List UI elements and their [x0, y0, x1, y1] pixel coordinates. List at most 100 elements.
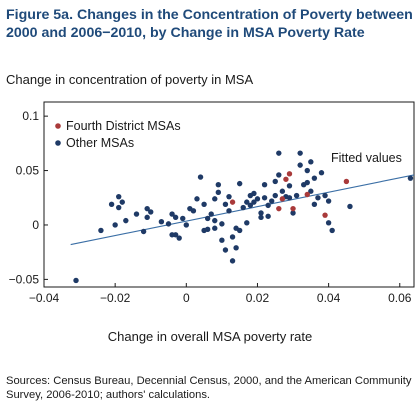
other-msa-point [244, 220, 250, 226]
other-msa-point [140, 228, 147, 235]
other-msa-point [204, 215, 211, 222]
other-msa-point [212, 225, 218, 231]
other-msa-point [219, 221, 225, 227]
other-msa-point [194, 196, 200, 202]
x-tick-label: 0.04 [317, 291, 341, 305]
other-msa-point [407, 175, 414, 181]
other-msa-point [219, 237, 225, 243]
other-msa-point [116, 204, 122, 211]
other-msa-point [236, 227, 243, 234]
other-msa-point [229, 258, 236, 264]
other-msa-point [222, 247, 229, 253]
y-tick-label: 0.1 [22, 109, 39, 123]
other-msa-point [233, 245, 239, 251]
x-tick-label: −0.02 [100, 291, 131, 305]
scatter-chart: −0.04 −0.02 0 0.02 0.04 0.06 −0.05 0 0.05 0.1 Fou… [9, 101, 415, 305]
x-tick-label: 0 [183, 291, 190, 305]
other-msa-point [144, 205, 150, 212]
other-msa-point [148, 209, 154, 215]
other-msa-point [286, 195, 293, 201]
fourth-district-point [343, 178, 350, 185]
x-axis-label: Change in overall MSA poverty rate [107, 329, 313, 344]
other-msa-point [158, 219, 165, 225]
other-msa-point [251, 199, 257, 205]
legend: Fourth District MSAs Other MSAs [55, 119, 181, 150]
other-msa-point [226, 193, 232, 200]
other-msa-point [279, 188, 286, 194]
other-msa-point [208, 211, 214, 217]
fourth-district-point [283, 176, 289, 182]
other-msa-point [133, 211, 140, 217]
other-msa-point [325, 198, 332, 204]
other-msa-point [251, 190, 257, 197]
other-msa-point [222, 201, 229, 207]
other-msa-point [112, 222, 118, 228]
x-tick-label: 0.06 [388, 291, 412, 305]
other-msa-point [180, 215, 186, 222]
other-msa-point [244, 199, 250, 205]
other-msa-point [258, 214, 264, 221]
fitted-values-label: Fitted values [331, 151, 402, 165]
other-msa-point [226, 208, 232, 214]
other-msa-point [261, 182, 268, 188]
other-msa-point [297, 150, 303, 156]
other-msa-point [272, 178, 278, 185]
fourth-district-point [290, 205, 296, 212]
other-msa-point [304, 179, 310, 186]
other-msa-point [318, 170, 325, 176]
other-msa-point [123, 217, 129, 224]
other-msa-point [204, 226, 211, 233]
other-msa-point [165, 221, 172, 227]
other-msa-point [265, 202, 271, 209]
y-tick-label: −0.05 [9, 272, 40, 286]
other-msa-point [183, 222, 190, 228]
other-msa-point [190, 208, 197, 214]
other-msa-point [308, 188, 314, 194]
other-msa-point [172, 214, 179, 221]
other-msa-point [308, 159, 314, 165]
x-tick-label: 0.02 [246, 291, 270, 305]
legend-label-fourth-district: Fourth District MSAs [66, 119, 181, 133]
fourth-district-point [276, 205, 282, 212]
other-msa-point [311, 201, 318, 207]
other-msa-point [116, 193, 122, 200]
points-layer [73, 150, 414, 284]
other-msa-point [297, 162, 303, 168]
other-msa-point [276, 150, 282, 156]
legend-marker-fourth-district [55, 123, 61, 129]
fourth-district-point [279, 196, 286, 202]
other-msa-point [261, 195, 268, 201]
other-msa-point [201, 201, 207, 207]
other-msa-point [325, 220, 332, 226]
fourth-district-point [286, 171, 293, 177]
other-msa-point [265, 213, 271, 219]
other-msa-point [236, 180, 243, 187]
other-msa-point [240, 204, 246, 211]
other-msa-point [329, 227, 335, 234]
other-msa-point [98, 227, 104, 234]
fourth-district-point [229, 199, 236, 205]
other-msa-point [73, 277, 79, 284]
other-msa-point [293, 192, 300, 199]
other-msa-point [322, 192, 328, 199]
other-msa-point [229, 234, 236, 240]
other-msa-point [215, 189, 222, 196]
fourth-district-point [304, 191, 310, 198]
other-msa-point [347, 203, 353, 210]
other-msa-point [315, 195, 321, 201]
y-axis-label: Change in concentration of poverty in MS… [6, 72, 254, 87]
other-msa-point [119, 199, 125, 205]
other-msa-point [276, 172, 282, 178]
other-msa-point [304, 167, 310, 174]
fourth-district-point [322, 212, 328, 218]
other-msa-point [169, 211, 175, 217]
other-msa-point [286, 183, 293, 189]
other-msa-point [108, 201, 115, 207]
y-tick-label: 0.05 [16, 164, 40, 178]
other-msa-point [197, 174, 204, 180]
other-msa-point [258, 210, 264, 216]
other-msa-point [268, 198, 275, 204]
other-msa-point [144, 214, 150, 221]
y-tick-label: 0 [32, 218, 39, 232]
other-msa-point [212, 196, 218, 202]
